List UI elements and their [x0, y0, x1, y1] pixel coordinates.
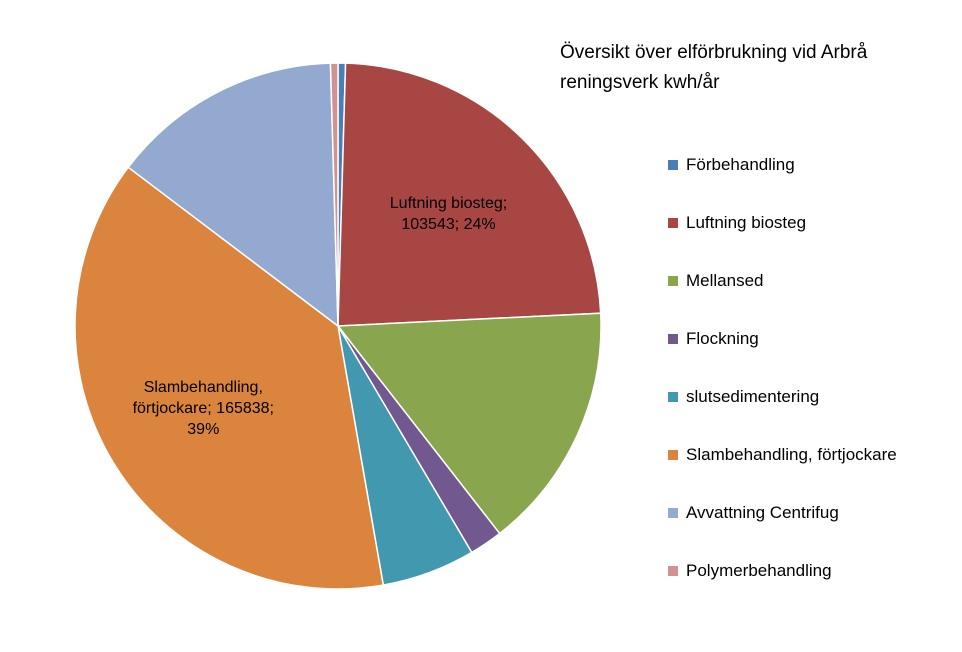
legend-item-flockning: Flockning [668, 328, 759, 350]
slice-label-luftning-biosteg: Luftning biosteg; 103543; 24% [390, 195, 507, 233]
legend-swatch [668, 276, 678, 286]
legend-swatch [668, 450, 678, 460]
legend-label: Mellansed [686, 271, 764, 290]
legend-item-avvattning-centrifug: Avvattning Centrifug [668, 502, 839, 524]
pie-slice-luftning-biosteg [337, 62, 602, 327]
slice-label-slambehandling-förtjockare: Slambehandling, förtjockare; 165838; 39% [133, 379, 274, 438]
legend-swatch [668, 508, 678, 518]
legend-label: Avvattning Centrifug [686, 503, 839, 522]
legend-label: Förbehandling [686, 155, 795, 174]
legend-swatch [668, 566, 678, 576]
legend-item-slambehandling-förtjockare: Slambehandling, förtjockare [668, 444, 897, 466]
pie-slice-avvattning-centrifug [127, 62, 339, 328]
legend-label: slutsedimentering [686, 387, 820, 406]
legend-item-luftning-biosteg: Luftning biosteg [668, 212, 806, 234]
legend-label: Luftning biosteg [686, 213, 807, 232]
legend-swatch [668, 218, 678, 228]
legend-label: Flockning [686, 329, 759, 348]
legend-item-förbehandling: Förbehandling [668, 154, 795, 176]
pie-slice-polymerbehandling [329, 62, 339, 327]
pie-slice-slambehandling-förtjockare [74, 166, 385, 590]
pie-slice-mellansed [336, 312, 602, 535]
legend-item-polymerbehandling: Polymerbehandling [668, 560, 832, 582]
legend-item-slutsedimentering: slutsedimentering [668, 386, 819, 408]
legend-label: Slambehandling, förtjockare [686, 445, 897, 464]
legend-swatch [668, 334, 678, 344]
legend-item-mellansed: Mellansed [668, 270, 764, 292]
legend-label: Polymerbehandling [686, 561, 832, 580]
legend-swatch [668, 392, 678, 402]
legend-swatch [668, 160, 678, 170]
chart-title: Översikt över elförbrukning vid Arbrå re… [560, 42, 868, 93]
